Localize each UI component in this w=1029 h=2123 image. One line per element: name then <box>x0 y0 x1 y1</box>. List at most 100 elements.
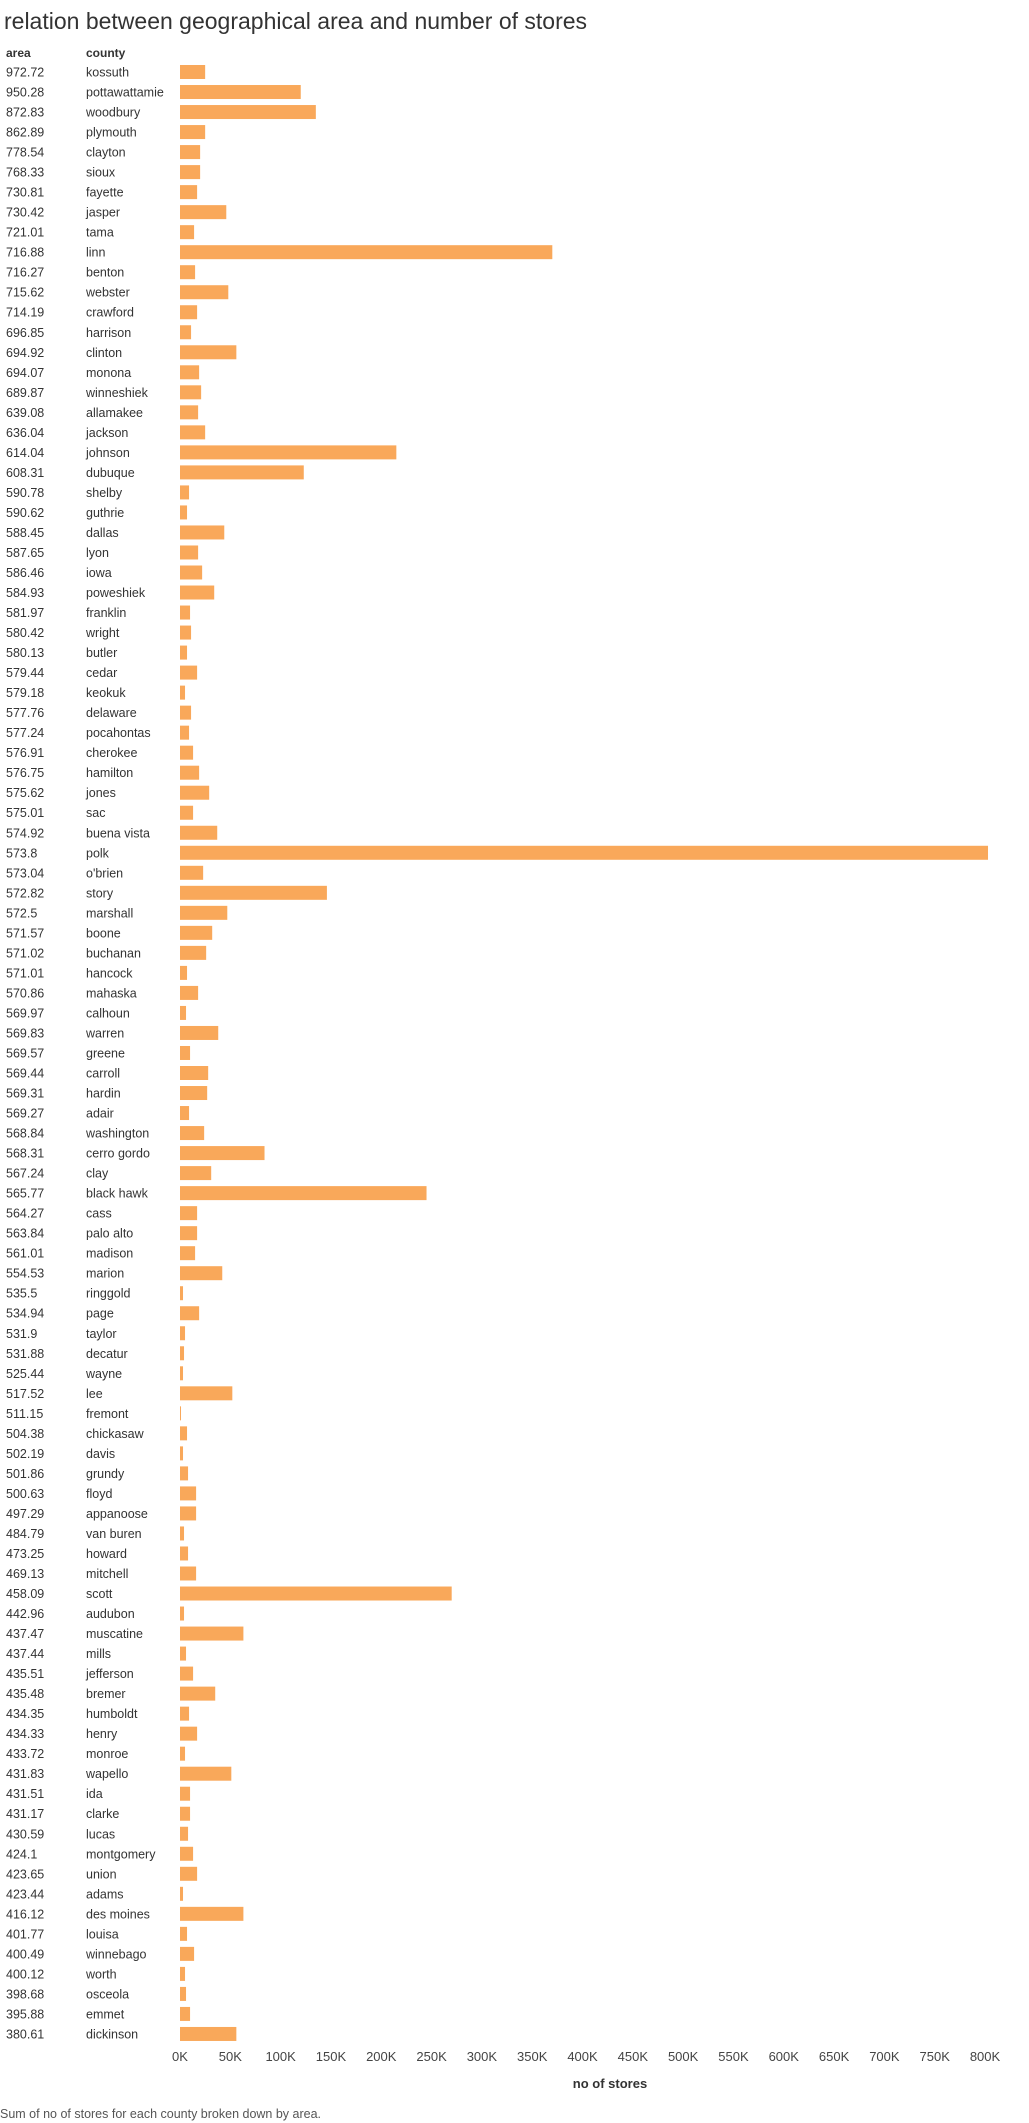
bar-emmet[interactable] <box>180 2006 191 2021</box>
bar-adair[interactable] <box>180 1106 190 1121</box>
bar-boone[interactable] <box>180 925 213 940</box>
bar-chickasaw[interactable] <box>180 1426 188 1441</box>
bar-taylor[interactable] <box>180 1326 186 1341</box>
bar-jackson[interactable] <box>180 425 206 440</box>
bar-mitchell[interactable] <box>180 1566 197 1581</box>
bar-clarke[interactable] <box>180 1806 191 1821</box>
bar-lucas[interactable] <box>180 1826 189 1841</box>
bar-carroll[interactable] <box>180 1066 209 1080</box>
bar-audubon[interactable] <box>180 1606 185 1621</box>
bar-adams[interactable] <box>180 1886 184 1901</box>
bar-dubuque[interactable] <box>180 465 304 480</box>
bar-calhoun[interactable] <box>180 1005 187 1020</box>
bar-muscatine[interactable] <box>180 1626 244 1641</box>
bar-fayette[interactable] <box>180 185 198 200</box>
bar-hamilton[interactable] <box>180 765 200 780</box>
bar-humboldt[interactable] <box>180 1706 190 1721</box>
bar-cherokee[interactable] <box>180 745 194 760</box>
bar-scott[interactable] <box>180 1586 452 1601</box>
bar-shelby[interactable] <box>180 485 190 500</box>
bar-cedar[interactable] <box>180 665 198 680</box>
bar-o-brien[interactable] <box>180 865 204 880</box>
bar-hardin[interactable] <box>180 1086 208 1101</box>
bar-montgomery[interactable] <box>180 1846 194 1861</box>
bar-lyon[interactable] <box>180 545 199 560</box>
bar-fremont[interactable] <box>180 1406 182 1421</box>
bar-keokuk[interactable] <box>180 685 186 700</box>
bar-palo-alto[interactable] <box>180 1226 198 1241</box>
bar-union[interactable] <box>180 1866 198 1881</box>
bar-webster[interactable] <box>180 285 229 300</box>
bar-plymouth[interactable] <box>180 125 206 140</box>
bar-allamakee[interactable] <box>180 405 199 420</box>
bar-dallas[interactable] <box>180 525 225 540</box>
bar-monroe[interactable] <box>180 1746 186 1761</box>
bar-wapello[interactable] <box>180 1766 232 1781</box>
bar-linn[interactable] <box>180 245 553 260</box>
bar-buchanan[interactable] <box>180 945 207 960</box>
bar-grundy[interactable] <box>180 1466 189 1481</box>
county-label: marion <box>86 1267 124 1281</box>
bar-franklin[interactable] <box>180 605 191 620</box>
bar-cerro-gordo[interactable] <box>180 1146 265 1161</box>
bar-des-moines[interactable] <box>180 1906 244 1921</box>
bar-iowa[interactable] <box>180 565 203 580</box>
bar-lee[interactable] <box>180 1386 233 1401</box>
bar-sioux[interactable] <box>180 165 201 180</box>
bar-jasper[interactable] <box>180 205 227 220</box>
bar-jones[interactable] <box>180 785 210 800</box>
bar-mahaska[interactable] <box>180 985 199 1000</box>
bar-worth[interactable] <box>180 1966 186 1981</box>
bar-crawford[interactable] <box>180 305 198 320</box>
bar-marshall[interactable] <box>180 905 228 920</box>
bar-pottawattamie[interactable] <box>180 85 301 100</box>
bar-louisa[interactable] <box>180 1926 188 1941</box>
bar-greene[interactable] <box>180 1045 191 1060</box>
bar-kossuth[interactable] <box>180 65 206 79</box>
bar-clay[interactable] <box>180 1166 212 1181</box>
bar-tama[interactable] <box>180 225 195 240</box>
bar-buena-vista[interactable] <box>180 825 218 840</box>
bar-woodbury[interactable] <box>180 105 316 120</box>
bar-delaware[interactable] <box>180 705 192 720</box>
bar-black-hawk[interactable] <box>180 1186 427 1201</box>
bar-dickinson[interactable] <box>180 2026 237 2041</box>
bar-osceola[interactable] <box>180 1986 187 2001</box>
bar-wayne[interactable] <box>180 1366 184 1381</box>
bar-henry[interactable] <box>180 1726 198 1741</box>
bar-cass[interactable] <box>180 1206 198 1221</box>
bar-appanoose[interactable] <box>180 1506 197 1521</box>
bar-jefferson[interactable] <box>180 1666 194 1681</box>
bar-mills[interactable] <box>180 1646 187 1661</box>
bar-benton[interactable] <box>180 265 196 280</box>
bar-bremer[interactable] <box>180 1686 216 1701</box>
bar-pocahontas[interactable] <box>180 725 190 740</box>
bar-clayton[interactable] <box>180 145 201 160</box>
bar-ringgold[interactable] <box>180 1286 184 1301</box>
bar-clinton[interactable] <box>180 345 237 360</box>
bar-butler[interactable] <box>180 645 188 660</box>
bar-floyd[interactable] <box>180 1486 197 1501</box>
bar-madison[interactable] <box>180 1246 196 1261</box>
bar-warren[interactable] <box>180 1025 219 1040</box>
bar-decatur[interactable] <box>180 1346 185 1361</box>
bar-wright[interactable] <box>180 625 192 640</box>
bar-davis[interactable] <box>180 1446 184 1461</box>
bar-polk[interactable] <box>180 845 989 860</box>
bar-monona[interactable] <box>180 365 200 380</box>
bar-sac[interactable] <box>180 805 194 820</box>
bar-poweshiek[interactable] <box>180 585 215 600</box>
bar-marion[interactable] <box>180 1266 223 1281</box>
bar-van-buren[interactable] <box>180 1526 185 1541</box>
bar-howard[interactable] <box>180 1546 189 1561</box>
bar-story[interactable] <box>180 885 327 900</box>
bar-washington[interactable] <box>180 1126 205 1141</box>
bar-hancock[interactable] <box>180 965 188 980</box>
bar-page[interactable] <box>180 1306 200 1321</box>
bar-winnebago[interactable] <box>180 1946 195 1961</box>
bar-johnson[interactable] <box>180 445 397 460</box>
bar-harrison[interactable] <box>180 325 192 340</box>
bar-guthrie[interactable] <box>180 505 188 520</box>
bar-winneshiek[interactable] <box>180 385 202 400</box>
bar-ida[interactable] <box>180 1786 191 1801</box>
